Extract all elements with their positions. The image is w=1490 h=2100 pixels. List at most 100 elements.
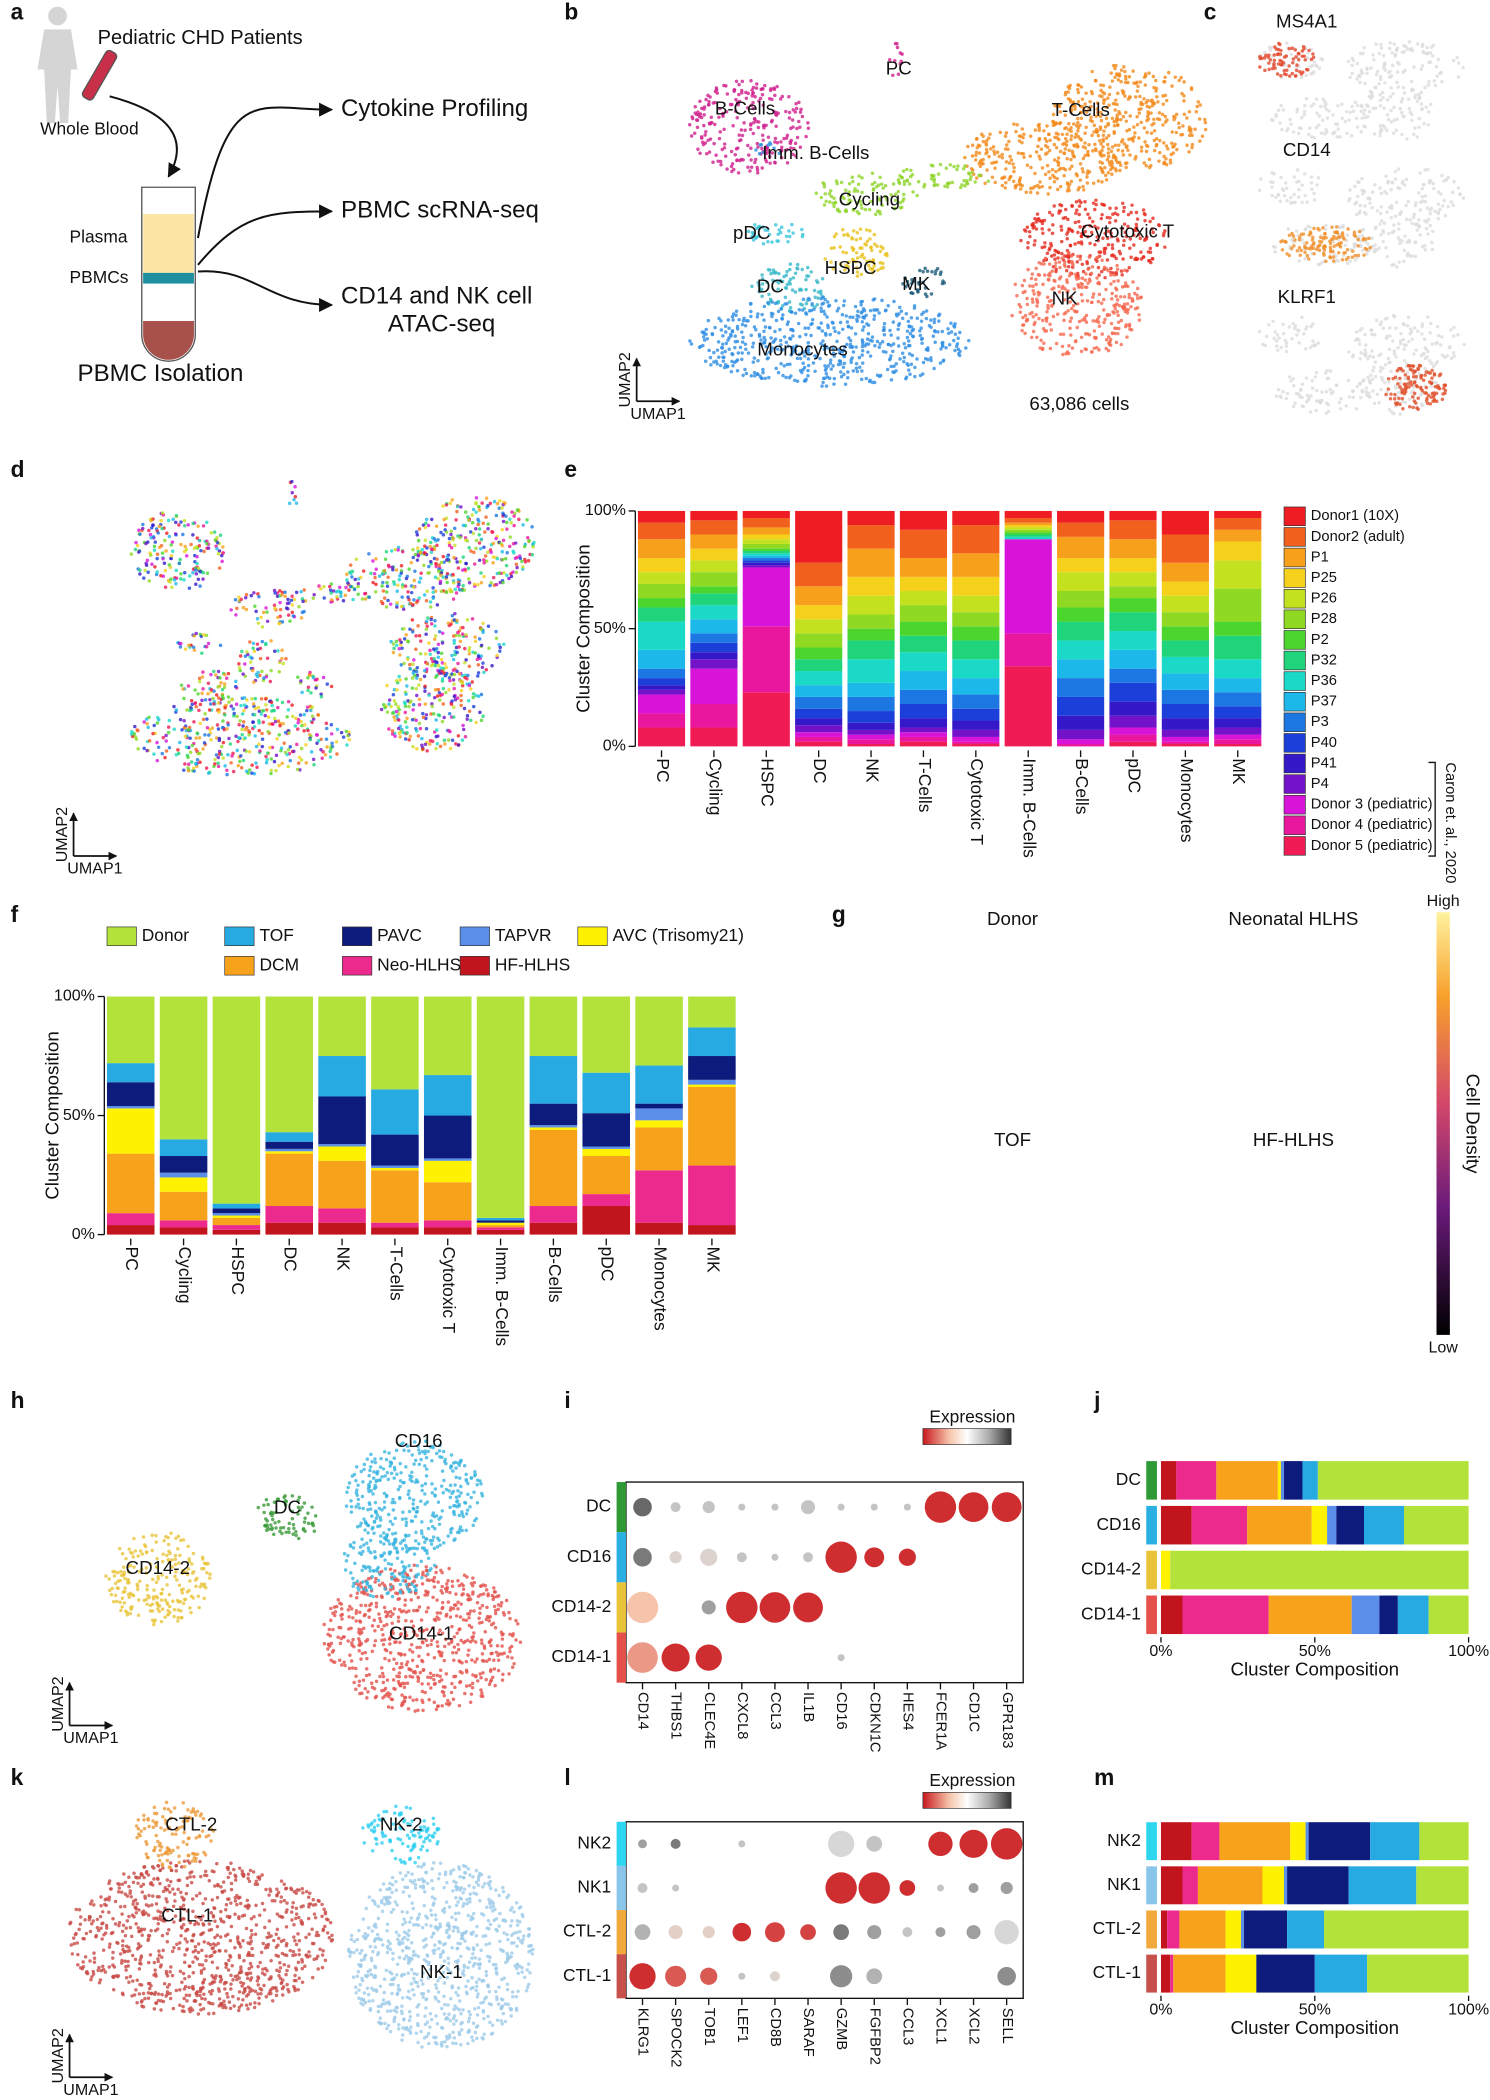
cell-dot (1204, 121, 1207, 124)
cell-dot (1416, 222, 1419, 225)
cell-dot (252, 680, 255, 683)
cell-dot (1395, 81, 1398, 84)
cell-dot (145, 749, 148, 752)
cell-dot (839, 362, 842, 365)
cell-dot (1155, 143, 1158, 146)
cell-dot (1109, 273, 1112, 276)
cell-dot (515, 563, 518, 566)
cell-dot (759, 88, 762, 91)
cell-dot (1139, 121, 1142, 124)
cell-dot (903, 183, 906, 186)
cell-dot (1428, 331, 1431, 334)
cell-dot (1067, 251, 1070, 254)
cell-dot (1080, 350, 1083, 353)
cell-dot (979, 165, 982, 168)
cell-dot (1402, 86, 1405, 89)
cell-dot (1015, 294, 1018, 297)
cell-dot (1042, 341, 1045, 344)
cell-dot (1384, 363, 1387, 366)
cell-dot (1118, 112, 1121, 115)
cell-dot (371, 559, 374, 562)
cell-dot (1310, 175, 1313, 178)
cell-dot (171, 518, 174, 521)
cell-dot (218, 676, 221, 679)
cell-dot (1406, 47, 1409, 50)
cell-dot (1049, 347, 1052, 350)
cell-dot (278, 724, 281, 727)
cell-dot (1155, 243, 1158, 246)
cell-dot (757, 126, 760, 129)
cell-dot (405, 726, 408, 729)
cell-dot (156, 553, 159, 556)
cell-dot (854, 305, 857, 308)
cell-dot (1067, 128, 1070, 131)
cell-dot (1437, 334, 1440, 337)
cell-dot (400, 641, 403, 644)
cell-dot (856, 310, 859, 313)
cell-dot (1044, 317, 1047, 320)
cell-dot (1136, 123, 1139, 126)
cell-dot (431, 705, 434, 708)
cell-dot (1413, 326, 1416, 329)
cell-dot (201, 747, 204, 750)
cell-dot (1098, 293, 1101, 296)
cell-dot (906, 329, 909, 332)
cell-dot (147, 529, 150, 532)
cell-dot (1187, 150, 1190, 153)
cell-dot (749, 128, 752, 131)
cell-dot (1359, 351, 1362, 354)
cell-dot (1035, 297, 1038, 300)
cell-dot (1111, 253, 1114, 256)
cell-dot (423, 675, 426, 678)
cell-dot (710, 116, 713, 119)
cell-dot (1394, 326, 1397, 329)
cell-dot (490, 530, 493, 533)
cell-dot (1091, 319, 1094, 322)
cell-dot (1337, 259, 1340, 262)
cell-dot (416, 533, 419, 536)
cell-dot (158, 525, 161, 528)
cell-dot (945, 167, 948, 170)
cell-dot (1101, 332, 1104, 335)
cell-dot (459, 694, 462, 697)
cell-dot (297, 761, 300, 764)
cell-dot (398, 678, 401, 681)
cell-dot (1285, 186, 1288, 189)
cell-dot (1377, 82, 1380, 85)
cell-dot (823, 185, 826, 188)
cell-dot (1193, 127, 1196, 130)
cell-dot (1131, 280, 1134, 283)
cell-dot (203, 712, 206, 715)
cell-dot (905, 312, 908, 315)
cell-dot (716, 91, 719, 94)
cell-dot (1424, 194, 1427, 197)
cell-dot (181, 533, 184, 536)
cell-dot (1393, 349, 1396, 352)
cell-dot (1420, 91, 1423, 94)
cell-dot (427, 524, 430, 527)
cell-dot (1358, 210, 1361, 213)
cell-dot (713, 326, 716, 329)
cell-dot (1415, 100, 1418, 103)
cell-dot (1058, 260, 1061, 263)
cell-dot (1080, 85, 1083, 88)
cell-dot (330, 685, 333, 688)
cell-dot (1423, 337, 1426, 340)
cell-dot (357, 582, 360, 585)
cell-dot (237, 595, 240, 598)
cell-dot (467, 546, 470, 549)
cell-dot (230, 704, 233, 707)
cell-dot (159, 519, 162, 522)
cell-dot (1360, 177, 1363, 180)
cell-dot (198, 722, 201, 725)
cell-dot (820, 384, 823, 387)
cell-dot (149, 553, 152, 556)
cell-dot (415, 670, 418, 673)
cell-dot (739, 346, 742, 349)
cell-dot (1120, 273, 1123, 276)
cell-dot (1369, 328, 1372, 331)
cell-dot (169, 543, 172, 546)
cell-dot (1126, 308, 1129, 311)
cell-dot (1069, 320, 1072, 323)
cell-dot (1076, 121, 1079, 124)
